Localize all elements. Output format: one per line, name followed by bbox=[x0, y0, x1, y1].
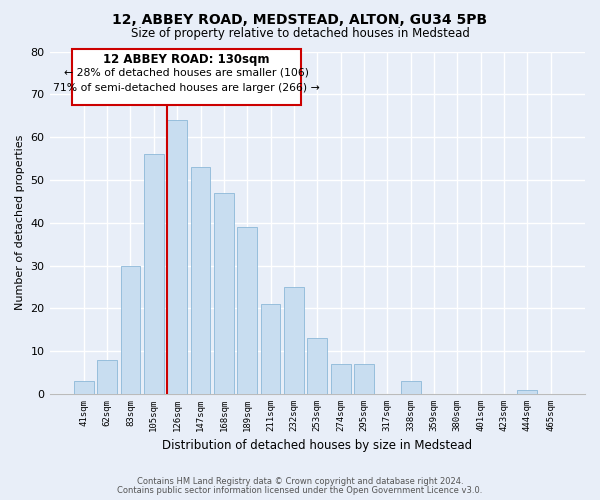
Bar bbox=[354, 364, 374, 394]
Text: 12, ABBEY ROAD, MEDSTEAD, ALTON, GU34 5PB: 12, ABBEY ROAD, MEDSTEAD, ALTON, GU34 5P… bbox=[112, 12, 488, 26]
Text: Contains HM Land Registry data © Crown copyright and database right 2024.: Contains HM Land Registry data © Crown c… bbox=[137, 477, 463, 486]
Text: Size of property relative to detached houses in Medstead: Size of property relative to detached ho… bbox=[131, 28, 469, 40]
Bar bbox=[167, 120, 187, 394]
Y-axis label: Number of detached properties: Number of detached properties bbox=[15, 135, 25, 310]
FancyBboxPatch shape bbox=[72, 50, 301, 105]
Bar bbox=[74, 381, 94, 394]
Bar bbox=[214, 193, 234, 394]
Bar bbox=[517, 390, 538, 394]
Bar bbox=[284, 287, 304, 394]
Text: 71% of semi-detached houses are larger (266) →: 71% of semi-detached houses are larger (… bbox=[53, 83, 320, 93]
X-axis label: Distribution of detached houses by size in Medstead: Distribution of detached houses by size … bbox=[162, 440, 472, 452]
Bar bbox=[191, 167, 211, 394]
Bar bbox=[238, 227, 257, 394]
Bar bbox=[144, 154, 164, 394]
Text: ← 28% of detached houses are smaller (106): ← 28% of detached houses are smaller (10… bbox=[64, 68, 309, 78]
Text: Contains public sector information licensed under the Open Government Licence v3: Contains public sector information licen… bbox=[118, 486, 482, 495]
Bar bbox=[331, 364, 350, 394]
Bar bbox=[260, 304, 280, 394]
Text: 12 ABBEY ROAD: 130sqm: 12 ABBEY ROAD: 130sqm bbox=[103, 52, 270, 66]
Bar bbox=[401, 381, 421, 394]
Bar bbox=[121, 266, 140, 394]
Bar bbox=[307, 338, 327, 394]
Bar bbox=[97, 360, 117, 394]
